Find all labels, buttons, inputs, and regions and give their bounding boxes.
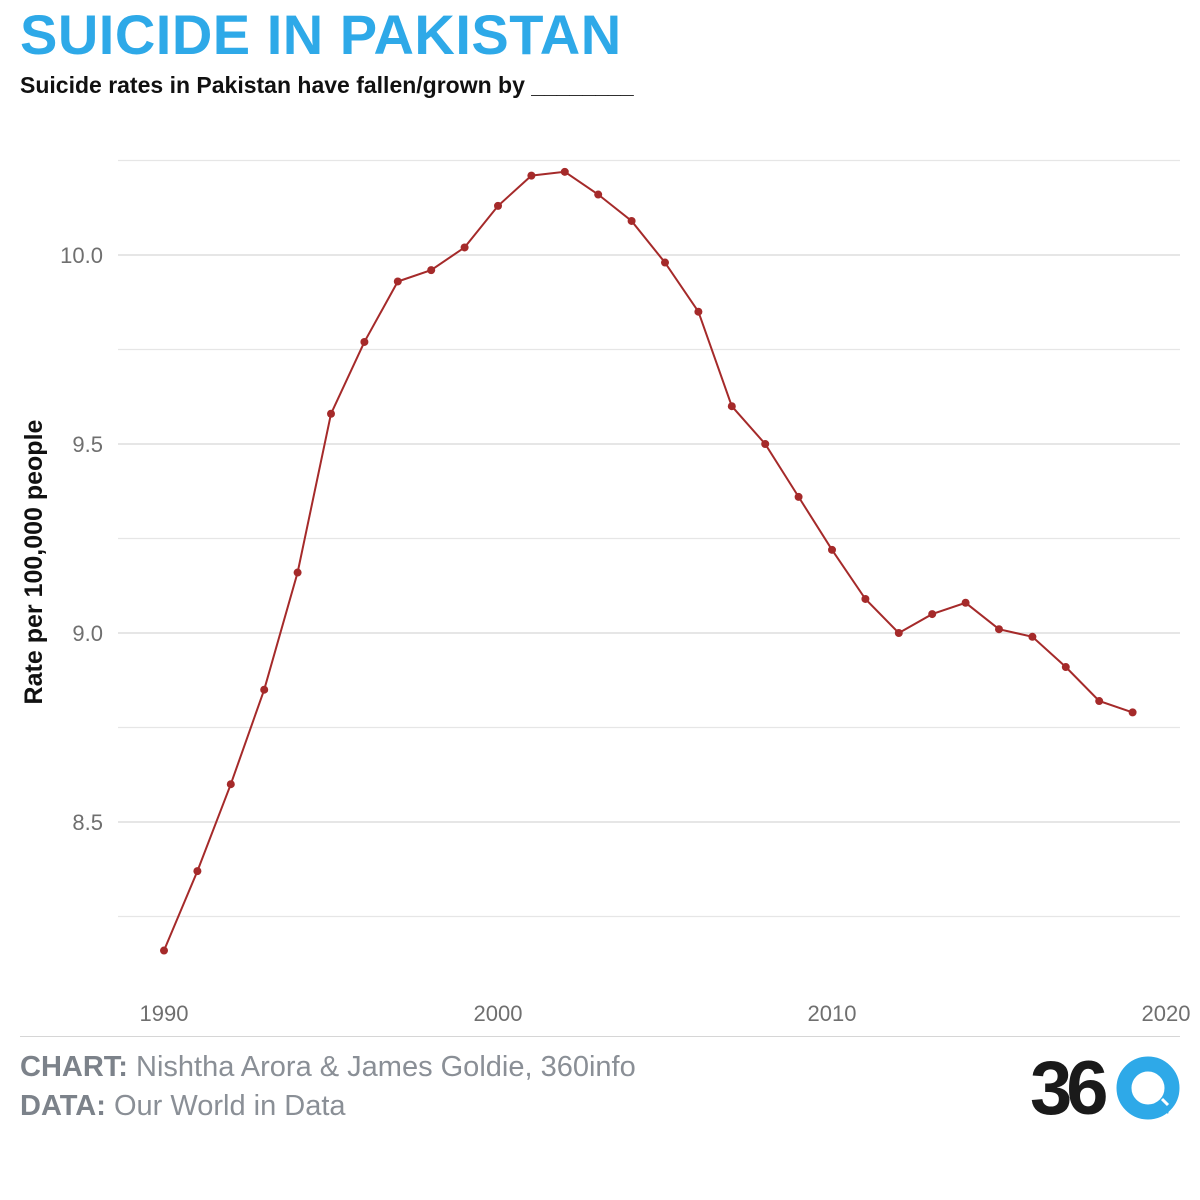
data-point	[1061, 663, 1070, 672]
data-point	[360, 337, 369, 346]
chart-credit-text: Nishtha Arora & James Goldie, 360info	[136, 1051, 636, 1083]
x-tick-label: 2010	[808, 1001, 857, 1026]
data-credit-text: Our World in Data	[113, 1090, 346, 1122]
data-point	[1095, 697, 1104, 706]
series-line-group	[163, 170, 1133, 951]
x-tick-label: 2020	[1142, 1001, 1191, 1026]
chart-title: SUICIDE IN PAKISTAN	[20, 3, 622, 66]
footer-divider	[20, 1036, 1180, 1037]
data-point	[861, 594, 870, 603]
data-point	[460, 243, 469, 252]
data-point	[961, 598, 970, 607]
data-point	[494, 201, 502, 210]
line-chart: 8.5 9.0 9.5 10.0 1990 2000 2010 2020 Rate per …	[20, 159, 1191, 1026]
grid-lines	[118, 159, 1180, 918]
chart-credit: CHART: Nishtha Arora & James Goldie, 360…	[20, 1051, 636, 1084]
data-point	[293, 568, 302, 577]
data-point	[1028, 632, 1037, 641]
y-tick-label: 10.0	[60, 243, 103, 268]
y-axis-ticks: 8.5 9.0 9.5 10.0	[60, 243, 103, 835]
data-point	[327, 409, 335, 418]
x-axis-ticks: 1990 2000 2010 2020	[140, 1001, 1191, 1026]
data-point	[828, 545, 836, 554]
series-points	[160, 167, 1137, 955]
data-point	[894, 629, 903, 637]
data-point	[661, 258, 669, 267]
data-credit-label: DATA:	[20, 1090, 106, 1122]
data-point	[193, 867, 202, 876]
data-point	[393, 277, 402, 286]
data-point	[694, 307, 703, 316]
data-credit: DATA: Our World in Data	[20, 1090, 346, 1123]
data-point	[928, 610, 937, 619]
data-point	[226, 780, 235, 789]
data-point	[427, 266, 436, 275]
y-tick-label: 9.0	[72, 621, 103, 646]
x-tick-label: 2000	[474, 1001, 523, 1026]
data-point	[594, 190, 603, 199]
data-point	[527, 171, 536, 180]
data-point	[995, 625, 1003, 634]
data-point	[627, 216, 636, 225]
y-tick-label: 9.5	[72, 432, 103, 457]
data-point	[794, 492, 803, 501]
svg-text:36: 36	[1030, 1052, 1106, 1122]
data-point	[560, 167, 569, 176]
chart-credit-label: CHART:	[20, 1051, 128, 1083]
chart-subtitle: Suicide rates in Pakistan have fallen/gr…	[20, 72, 634, 98]
y-axis-label: Rate per 100,000 people	[20, 419, 48, 704]
360info-logo: 36	[1030, 1052, 1180, 1122]
x-tick-label: 1990	[140, 1001, 189, 1026]
data-point	[727, 402, 736, 411]
data-point	[260, 685, 269, 694]
data-point	[160, 946, 168, 955]
series-line	[163, 170, 1133, 951]
data-point	[761, 440, 770, 448]
data-point	[1128, 708, 1137, 717]
y-tick-label: 8.5	[72, 810, 103, 835]
